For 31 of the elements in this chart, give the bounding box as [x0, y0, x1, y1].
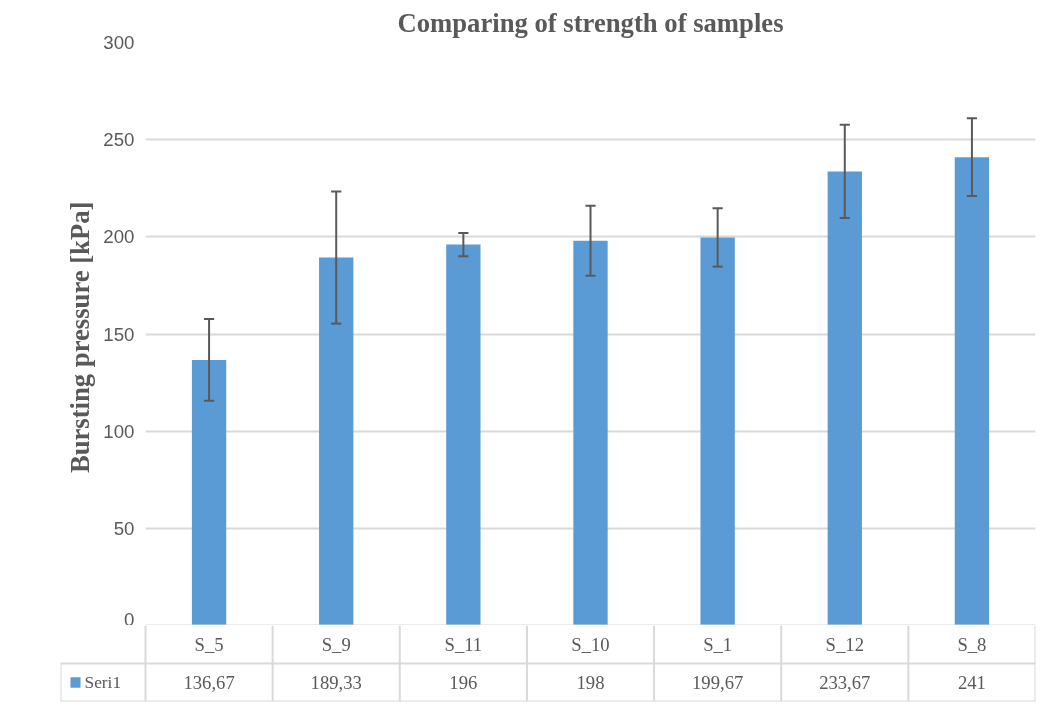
x-tick-label: S_12 — [825, 634, 864, 655]
x-tick-label: S_1 — [703, 634, 733, 655]
y-tick-label: 150 — [103, 323, 135, 345]
bar — [446, 244, 481, 625]
x-tick-label: S_8 — [957, 634, 987, 655]
bar — [191, 359, 227, 625]
x-tick-label: S_5 — [194, 634, 224, 655]
y-tick-label: 300 — [103, 32, 135, 53]
data-label: 198 — [576, 672, 605, 693]
y-tick-label: 50 — [113, 517, 135, 539]
data-label: 233,67 — [819, 672, 871, 693]
y-axis-title: Bursting pressure [kPa] — [65, 201, 96, 474]
data-label: 241 — [957, 672, 986, 693]
bar — [573, 240, 608, 625]
data-label: 196 — [449, 672, 478, 693]
data-label: 136,67 — [183, 672, 235, 693]
bar — [700, 237, 735, 625]
x-tick-label: S_10 — [571, 634, 610, 655]
y-tick-label: 250 — [103, 129, 135, 151]
data-label: 189,33 — [310, 672, 362, 693]
bar — [954, 157, 990, 625]
x-tick-label: S_9 — [321, 634, 351, 655]
y-tick-label: 0 — [124, 608, 135, 630]
bar — [827, 171, 862, 625]
x-tick-label: S_11 — [444, 634, 483, 655]
legend-label: Seri1 — [84, 673, 122, 692]
y-tick-label: 200 — [103, 226, 135, 248]
chart-title: Comparing of strength of samples — [397, 7, 784, 38]
bar — [319, 257, 354, 625]
y-tick-label: 100 — [103, 420, 135, 442]
data-label: 199,67 — [691, 672, 744, 693]
